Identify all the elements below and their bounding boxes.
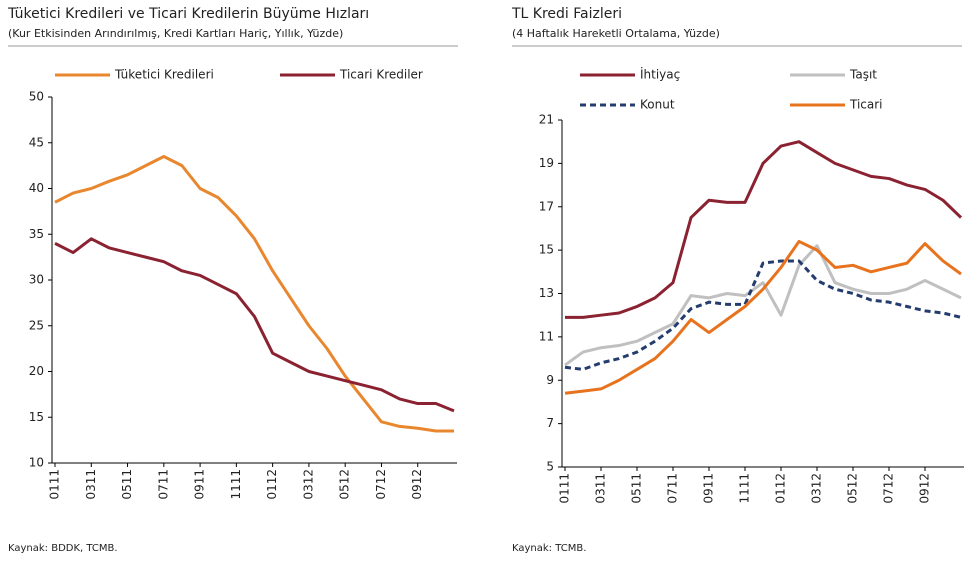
x-tick-label: 0711 — [666, 473, 680, 504]
y-tick-label: 50 — [29, 90, 44, 104]
x-tick-label: 0911 — [702, 473, 716, 504]
x-tick-label: 0511 — [630, 473, 644, 504]
x-tick-label: 0512 — [338, 469, 352, 500]
legend-label: Taşıt — [849, 68, 877, 82]
x-tick-label: 0111 — [48, 469, 62, 500]
x-tick-label: 0912 — [410, 469, 424, 500]
x-tick-label: 0112 — [265, 469, 279, 500]
y-tick-label: 7 — [546, 416, 554, 430]
x-tick-label: 0112 — [774, 473, 788, 504]
y-tick-label: 11 — [539, 329, 554, 343]
y-tick-label: 40 — [29, 181, 44, 195]
source: Kaynak: BDDK, TCMB. — [8, 543, 118, 554]
y-tick-label: 10 — [29, 456, 44, 470]
x-tick-label: 0311 — [594, 473, 608, 504]
y-tick-label: 20 — [29, 364, 44, 378]
series-line — [54, 237, 455, 413]
series-line — [564, 239, 962, 395]
chart-subtitle: (4 Haftalık Hareketli Ortalama, Yüzde) — [512, 27, 720, 40]
y-tick-label: 5 — [546, 460, 554, 474]
x-tick-label: 1111 — [229, 469, 243, 500]
legend-label: Ticari — [849, 98, 883, 112]
y-tick-label: 15 — [539, 243, 554, 257]
y-tick-label: 15 — [29, 410, 44, 424]
legend-label: Tüketici Kredileri — [114, 68, 214, 82]
y-tick-label: 13 — [539, 286, 554, 300]
chart-title: Tüketici Kredileri ve Ticari Kredilerin … — [7, 6, 369, 22]
series-line — [565, 140, 963, 319]
y-tick-label: 19 — [539, 156, 554, 170]
y-tick-label: 35 — [29, 227, 44, 241]
y-tick-label: 9 — [546, 373, 554, 387]
x-tick-label: 0912 — [918, 473, 932, 504]
series-line — [564, 259, 962, 371]
legend-label: Konut — [640, 98, 675, 112]
legend-label: Ticari Krediler — [339, 68, 423, 82]
source: Kaynak: TCMB. — [512, 543, 586, 554]
series-line — [564, 244, 962, 367]
y-tick-label: 25 — [29, 318, 44, 332]
x-tick-label: 0511 — [120, 469, 134, 500]
x-tick-label: 0111 — [558, 473, 572, 504]
series-line — [54, 154, 454, 433]
x-tick-label: 1111 — [738, 473, 752, 504]
legend-label: İhtiyaç — [640, 67, 680, 82]
x-tick-label: 0711 — [156, 469, 170, 500]
x-tick-label: 0311 — [84, 469, 98, 500]
chart-title: TL Kredi Faizleri — [511, 6, 622, 22]
y-tick-label: 17 — [539, 199, 554, 213]
x-tick-label: 0712 — [882, 473, 896, 504]
y-tick-label: 30 — [29, 273, 44, 287]
x-tick-label: 0512 — [846, 473, 860, 504]
x-tick-label: 0312 — [301, 469, 315, 500]
y-tick-label: 45 — [29, 135, 44, 149]
x-tick-label: 0712 — [374, 469, 388, 500]
x-tick-label: 0911 — [193, 469, 207, 500]
x-tick-label: 0312 — [810, 473, 824, 504]
chart-subtitle: (Kur Etkisinden Arındırılmış, Kredi Kart… — [8, 27, 343, 40]
y-tick-label: 21 — [539, 113, 554, 127]
